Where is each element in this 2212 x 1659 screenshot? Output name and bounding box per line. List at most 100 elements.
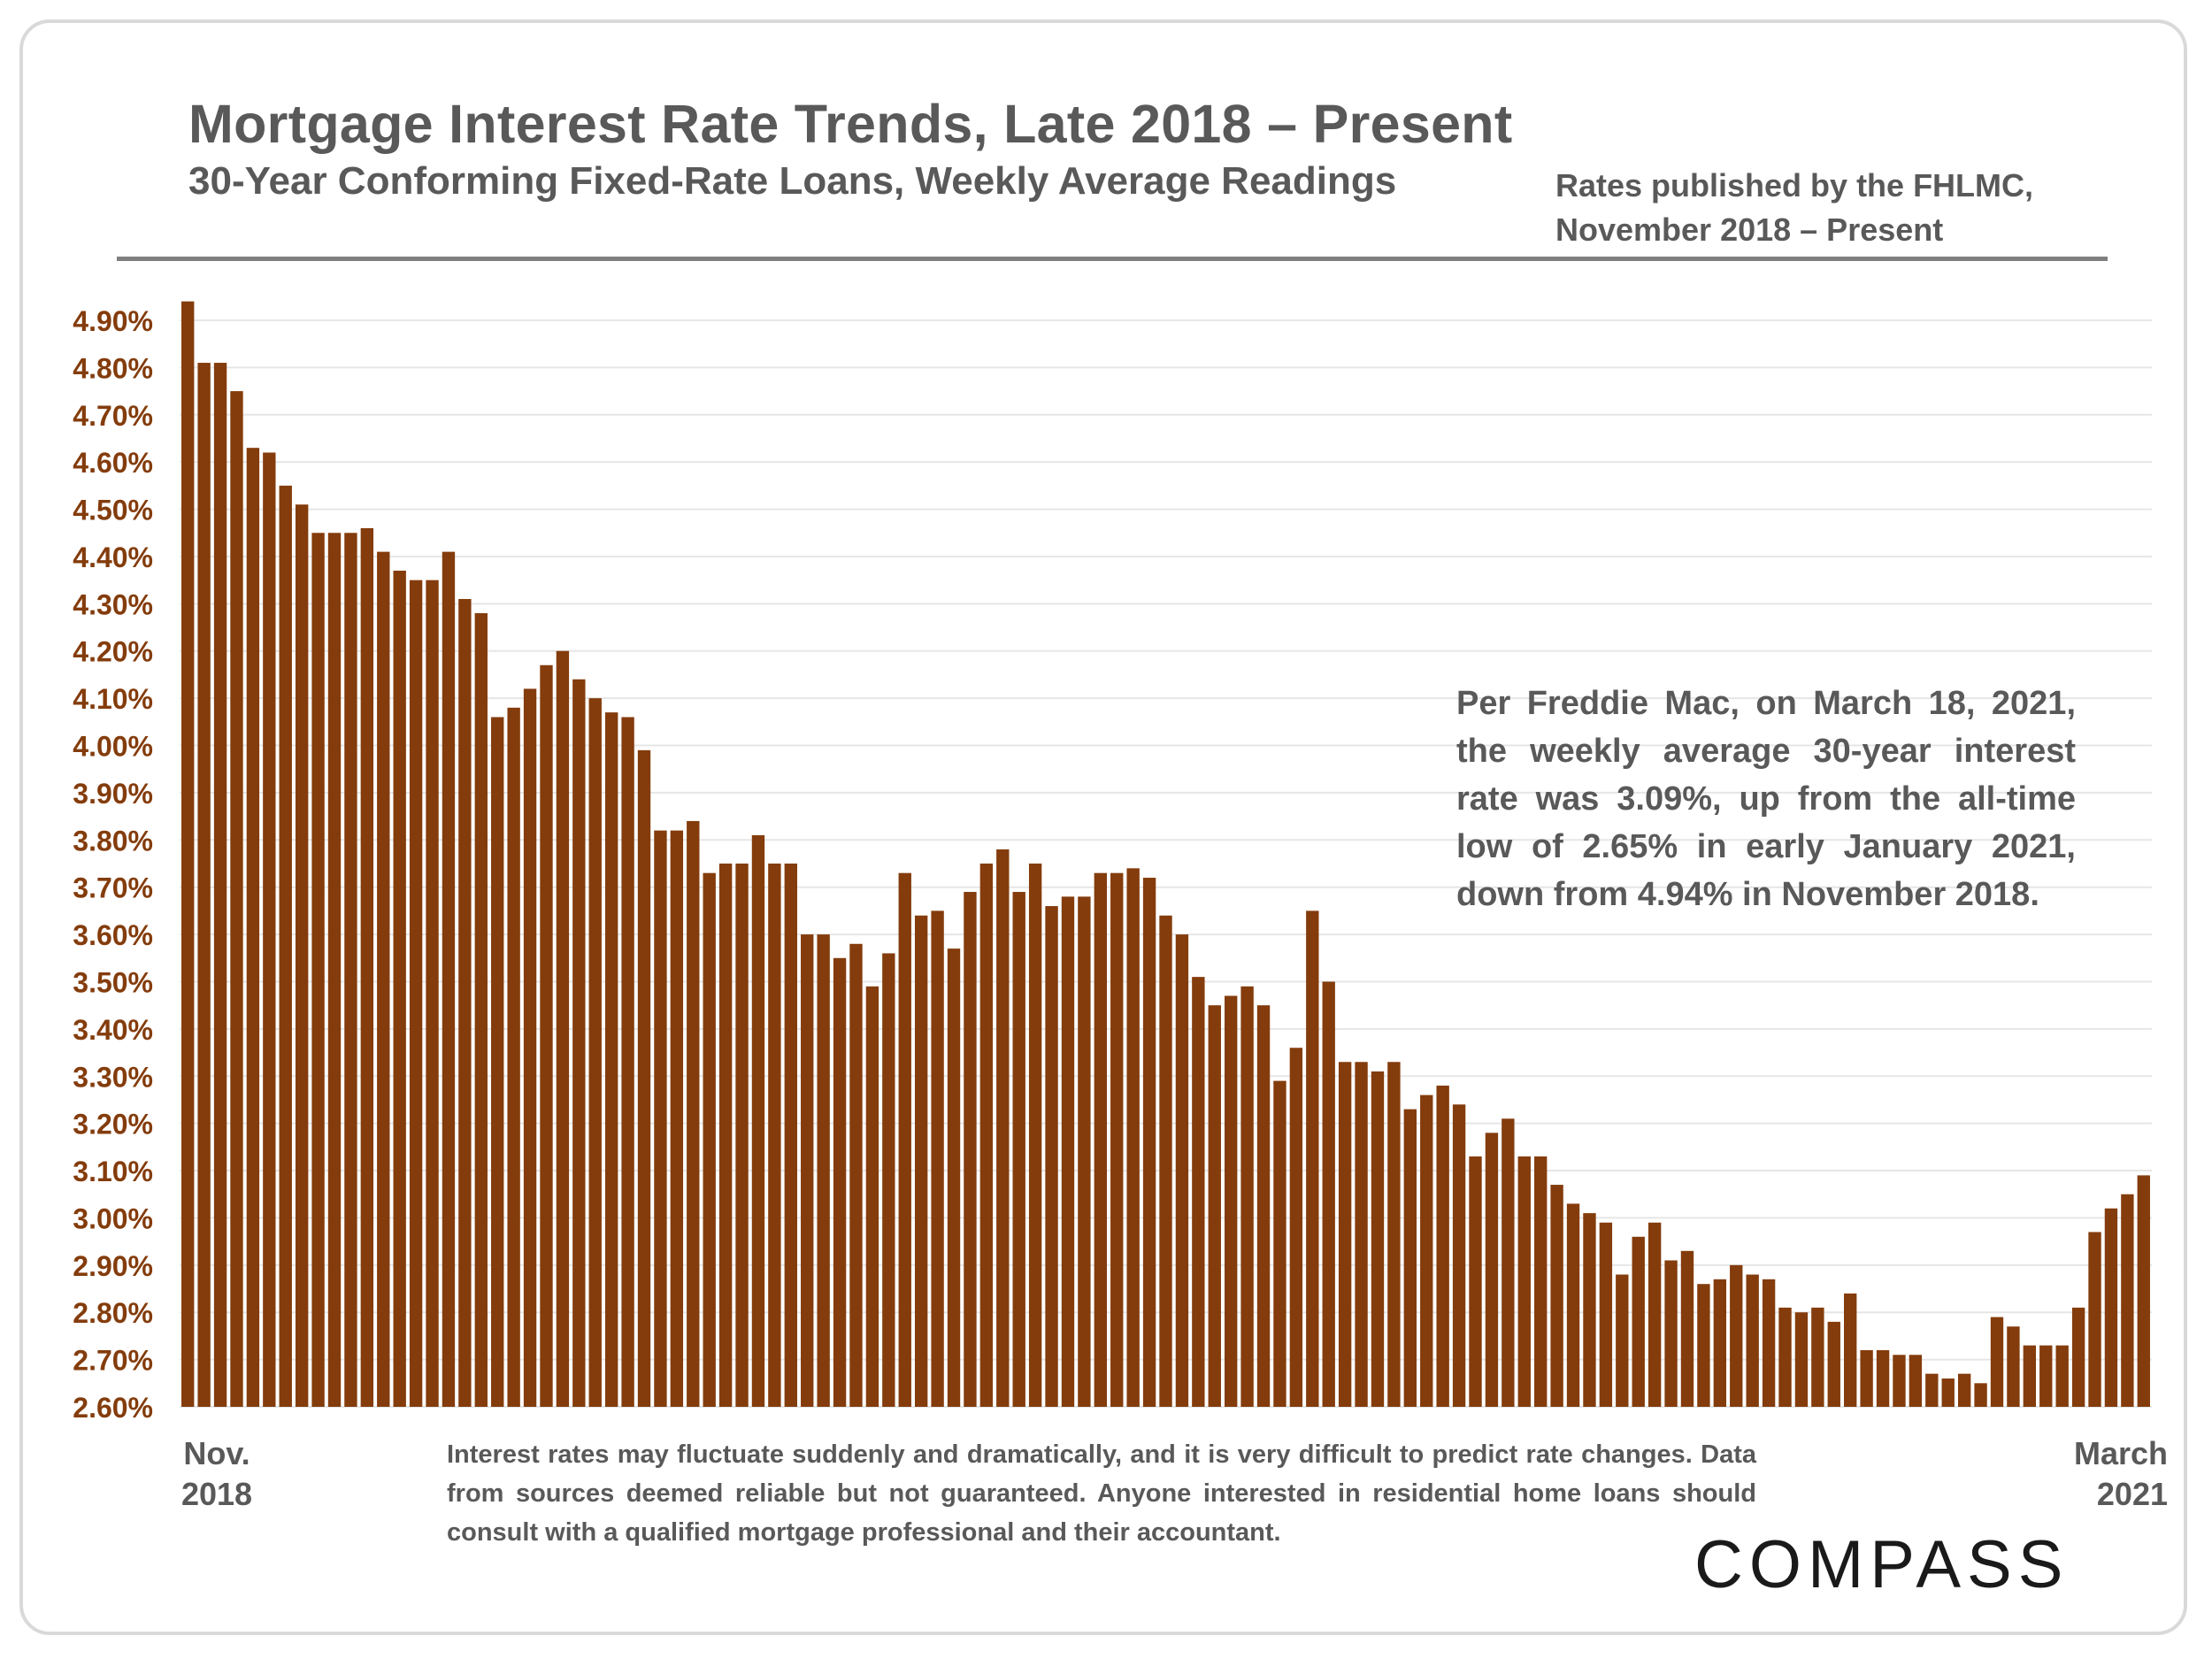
x-end-line-2: 2021 xyxy=(2096,1476,2168,1512)
rate-bar xyxy=(735,864,749,1407)
rate-bar xyxy=(491,717,504,1407)
y-tick-label: 2.80% xyxy=(73,1297,153,1329)
x-start-line-2: 2018 xyxy=(180,1476,253,1512)
y-tick-label: 3.10% xyxy=(73,1156,153,1187)
rate-bar xyxy=(1990,1317,2004,1407)
rate-bar xyxy=(556,650,570,1407)
rate-bar xyxy=(1225,995,1238,1407)
rate-bar xyxy=(1094,872,1107,1407)
rate-bar xyxy=(426,580,439,1407)
y-tick-label: 2.60% xyxy=(73,1392,153,1424)
rate-bar xyxy=(1762,1279,1776,1407)
compass-logo: COMPASS xyxy=(1694,1527,2070,1602)
rate-bar xyxy=(670,830,684,1407)
rate-bar xyxy=(1957,1373,1971,1407)
rate-bar xyxy=(914,915,928,1407)
y-tick-label: 4.90% xyxy=(73,305,153,337)
rate-bar xyxy=(751,834,765,1407)
rate-bar xyxy=(801,934,814,1407)
rate-bar xyxy=(1794,1312,1809,1407)
rate-bar xyxy=(833,957,847,1407)
y-axis-ticks: 4.90% 4.80% 4.70% 4.60% 4.50% 4.40% 4.30% 4.20%… xyxy=(73,305,153,1424)
rate-bar xyxy=(687,820,700,1407)
rate-bar xyxy=(1403,1109,1417,1407)
x-axis-start-label: Nov. 2018 xyxy=(173,1433,261,1515)
y-tick-label: 3.60% xyxy=(73,919,153,951)
rate-bar xyxy=(1941,1378,1955,1407)
rate-bar xyxy=(507,707,520,1407)
rate-bar xyxy=(263,452,276,1408)
rate-bar xyxy=(1534,1156,1548,1407)
chart-title: Mortgage Interest Rate Trends, Late 2018… xyxy=(188,94,1513,154)
rate-bar xyxy=(1647,1222,1662,1407)
rate-bar xyxy=(1713,1279,1727,1407)
rate-bar xyxy=(931,910,944,1407)
disclaimer-text: Interest rates may fluctuate suddenly an… xyxy=(447,1440,1756,1547)
rate-bar xyxy=(1746,1274,1759,1407)
y-tick-label: 4.00% xyxy=(73,731,153,763)
rate-bar xyxy=(458,599,472,1407)
rate-bar xyxy=(1844,1293,1857,1407)
rate-bar xyxy=(1110,872,1124,1407)
x-start-line-1: Nov. xyxy=(183,1435,250,1471)
rate-bar xyxy=(1192,977,1205,1407)
rate-bar xyxy=(1436,1085,1449,1407)
rate-bar xyxy=(1909,1355,1923,1407)
y-tick-label: 3.80% xyxy=(73,825,153,856)
rate-bar xyxy=(1028,864,1042,1407)
rate-bar xyxy=(474,613,488,1407)
rate-bar xyxy=(1452,1104,1466,1407)
rate-bar xyxy=(654,830,667,1407)
rate-bar xyxy=(1322,981,1335,1407)
y-tick-label: 3.00% xyxy=(73,1202,153,1234)
rate-bar xyxy=(311,533,325,1407)
rate-bar xyxy=(1273,1080,1286,1407)
rate-bar xyxy=(865,986,879,1407)
y-tick-label: 4.20% xyxy=(73,636,153,668)
rate-bar xyxy=(2007,1326,2020,1407)
rate-bar xyxy=(703,872,716,1407)
rate-bar xyxy=(409,580,423,1407)
rate-bar xyxy=(213,363,227,1407)
rate-bar xyxy=(1974,1383,1987,1407)
y-tick-label: 3.90% xyxy=(73,778,153,810)
rate-bar xyxy=(1289,1048,1303,1407)
rate-bar xyxy=(1420,1094,1433,1407)
rate-bar xyxy=(2023,1345,2037,1407)
rate-bar xyxy=(360,527,374,1407)
rate-bar xyxy=(1697,1284,1710,1407)
rate-bar xyxy=(230,391,243,1408)
y-tick-label: 3.20% xyxy=(73,1109,153,1141)
rate-bar xyxy=(1045,906,1058,1407)
rate-bar xyxy=(572,679,586,1407)
rate-bar xyxy=(1256,1005,1271,1407)
rate-bar xyxy=(1126,868,1140,1407)
y-tick-label: 4.10% xyxy=(73,683,153,715)
rate-bar xyxy=(1778,1307,1792,1407)
rate-bar xyxy=(621,717,634,1407)
y-tick-label: 4.70% xyxy=(73,400,153,432)
rate-bar xyxy=(540,664,553,1407)
rate-bar xyxy=(1730,1264,1743,1407)
rate-bar xyxy=(784,864,797,1407)
rate-bar xyxy=(393,570,406,1407)
rate-bar xyxy=(2137,1175,2150,1407)
rate-bar xyxy=(1876,1349,1890,1407)
rate-bar xyxy=(1208,1005,1221,1407)
rate-bar xyxy=(979,864,994,1407)
rate-bar xyxy=(817,934,830,1407)
y-tick-label: 2.90% xyxy=(73,1250,153,1282)
rate-bar xyxy=(295,504,309,1407)
y-tick-label: 3.30% xyxy=(73,1061,153,1093)
rate-bar xyxy=(442,551,456,1407)
rate-bar xyxy=(1306,910,1319,1407)
rate-bar xyxy=(1893,1355,1906,1407)
rate-bar xyxy=(246,448,260,1408)
rate-bar xyxy=(2121,1194,2134,1407)
rate-bar xyxy=(1159,915,1172,1407)
y-tick-label: 4.60% xyxy=(73,447,153,479)
rate-bar xyxy=(1338,1062,1352,1407)
rate-bar xyxy=(327,533,342,1407)
rate-bar xyxy=(1664,1260,1678,1407)
